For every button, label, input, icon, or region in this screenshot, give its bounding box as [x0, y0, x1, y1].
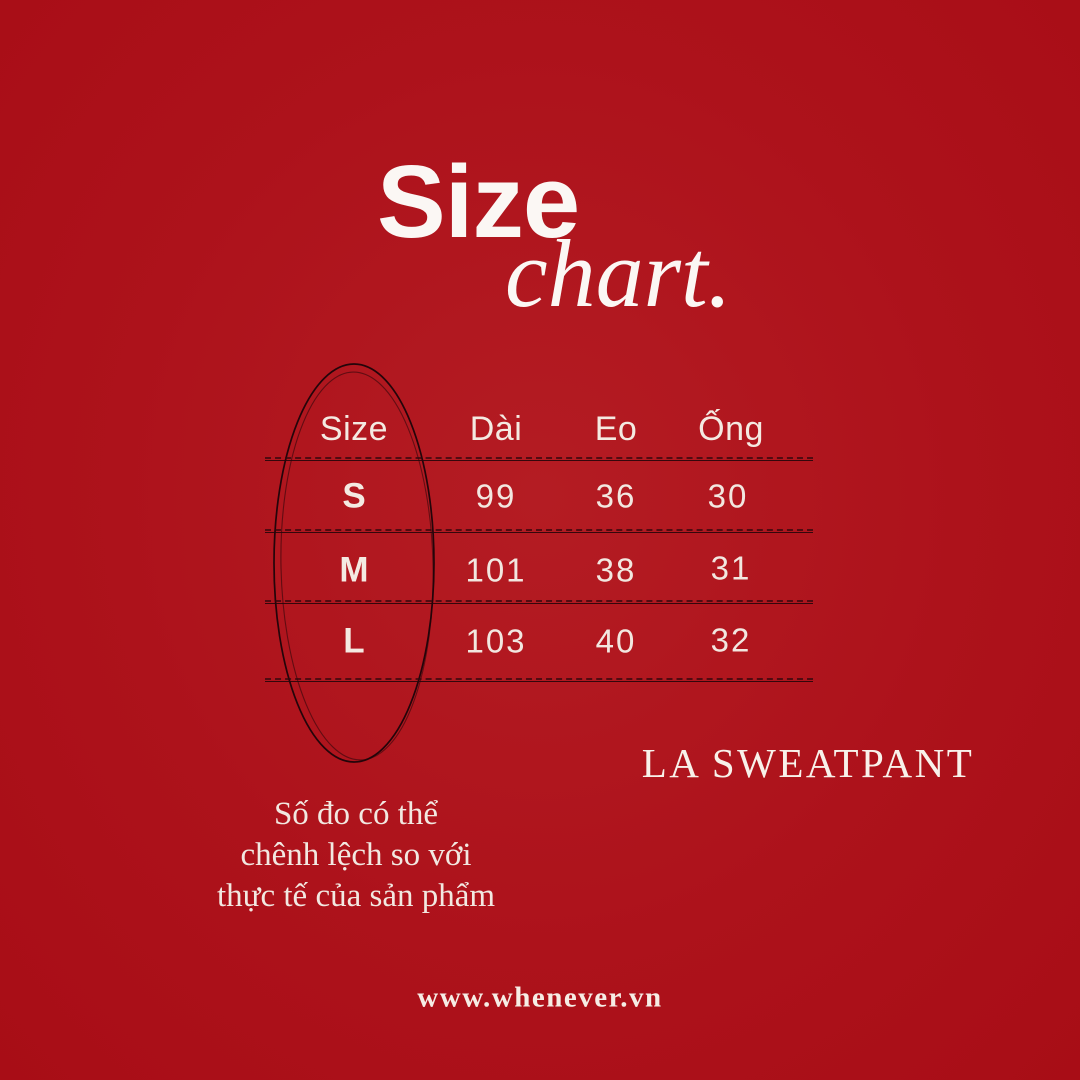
disclaimer-note: Số đo có thể chênh lệch so với thực tế c… — [217, 794, 495, 917]
column-header-size: Size — [319, 410, 389, 448]
table-cell-m-ong: 31 — [710, 549, 752, 587]
column-header-ong: Ống — [698, 410, 764, 448]
title-size: Size — [377, 144, 580, 259]
table-cell-s-dai: 99 — [475, 477, 517, 515]
table-rule-1 — [265, 457, 813, 461]
title-chart-script: chart. — [505, 220, 732, 327]
table-cell-l-dai: 103 — [465, 622, 527, 660]
website-url: www.whenever.vn — [417, 981, 663, 1014]
table-cell-l-ong: 32 — [710, 621, 752, 659]
table-rule-3 — [265, 600, 813, 604]
table-cell-size-s: S — [342, 476, 366, 516]
table-rule-4 — [265, 678, 813, 682]
product-name: LA SWEATPANT — [641, 740, 975, 786]
hand-drawn-ellipse — [273, 363, 435, 763]
table-cell-m-eo: 38 — [595, 551, 637, 589]
disclaimer-line-1: Số đo có thể — [273, 796, 439, 832]
table-rule-2 — [265, 529, 813, 533]
column-header-eo: Eo — [594, 410, 638, 448]
table-cell-size-l: L — [343, 621, 365, 661]
table-cell-s-ong: 30 — [707, 477, 749, 515]
column-header-dai: Dài — [469, 410, 523, 448]
table-cell-m-dai: 101 — [465, 551, 527, 589]
disclaimer-line-2: chênh lệch so với — [240, 837, 472, 873]
table-cell-l-eo: 40 — [595, 622, 637, 660]
table-cell-size-m: M — [339, 550, 369, 590]
table-cell-s-eo: 36 — [595, 477, 637, 515]
disclaimer-line-3: thực tế của sản phẩm — [216, 878, 496, 914]
